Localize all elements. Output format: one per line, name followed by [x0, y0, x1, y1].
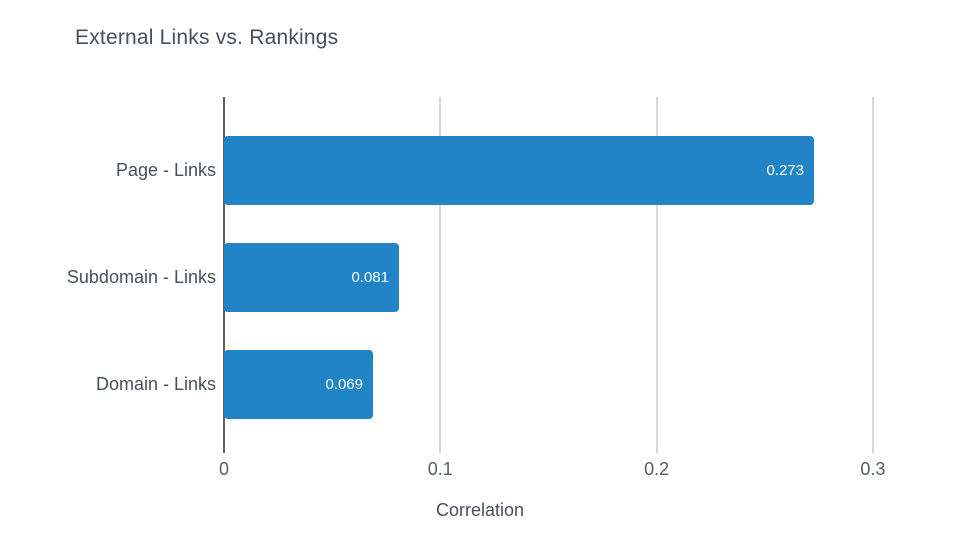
- category-label-2: Domain - Links: [95, 374, 216, 394]
- gridline-0.2: [655, 97, 658, 453]
- bar-2: 0.069: [224, 350, 373, 419]
- x-tick-label-0.2: 0.2: [644, 459, 670, 479]
- bar-1: 0.081: [224, 243, 399, 312]
- x-tick-label-0.1: 0.1: [427, 459, 453, 479]
- chart-title: External Links vs. Rankings: [75, 26, 339, 49]
- category-label-0: Page - Links: [115, 160, 216, 180]
- gridline-0.3: [871, 97, 874, 453]
- x-tick-label-0: 0: [218, 459, 229, 479]
- plot-area: 0.273 0.081 0.069: [223, 97, 930, 453]
- gridline-0.1: [439, 97, 442, 453]
- bar-value-label: 0.069: [325, 376, 363, 393]
- bar-0: 0.273: [224, 136, 814, 205]
- bar-value-label: 0.273: [766, 162, 804, 179]
- x-axis-title: Correlation: [435, 500, 525, 520]
- x-tick-label-0.3: 0.3: [860, 459, 886, 479]
- bar-value-label: 0.081: [351, 269, 389, 286]
- category-label-1: Subdomain - Links: [66, 267, 216, 287]
